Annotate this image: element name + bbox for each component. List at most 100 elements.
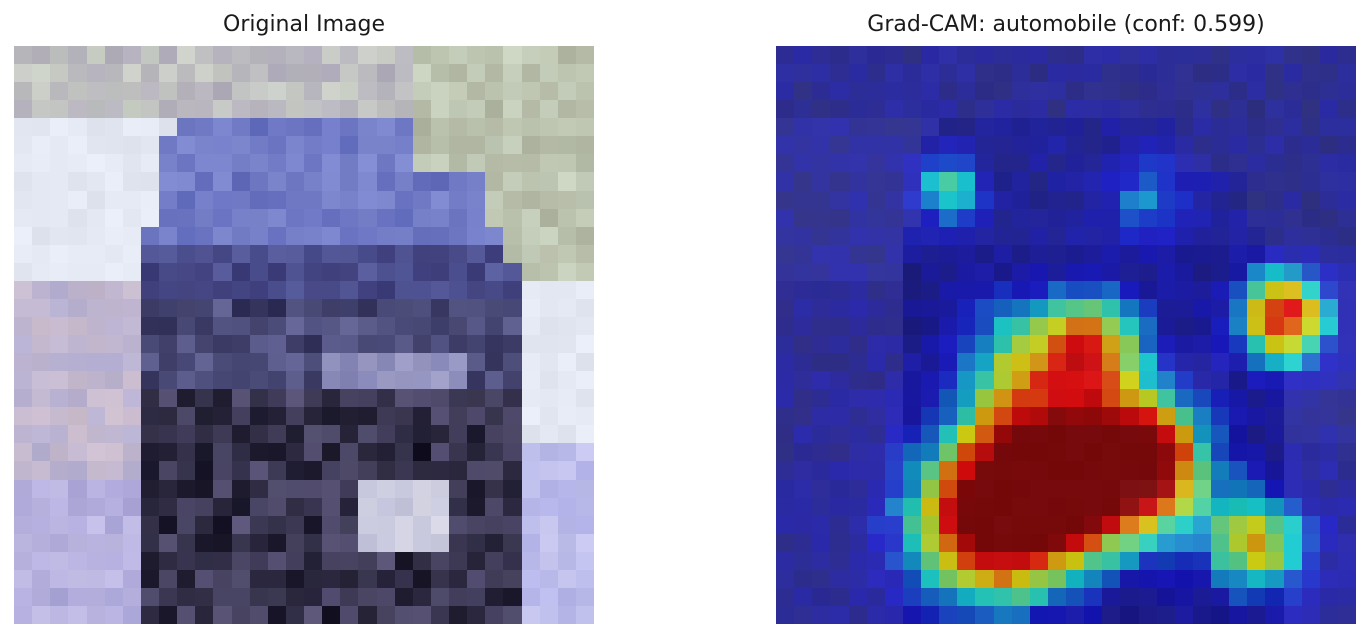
original-pixel [213, 515, 232, 534]
heatmap-pixel [794, 407, 813, 426]
heatmap-pixel [993, 533, 1012, 552]
heatmap-pixel [1301, 371, 1320, 390]
heatmap-pixel [1029, 515, 1048, 534]
heatmap-pixel [830, 280, 849, 299]
original-pixel [304, 497, 323, 516]
original-pixel [394, 425, 413, 444]
heatmap-pixel [1011, 533, 1030, 552]
original-pixel [503, 335, 522, 354]
original-pixel [285, 154, 304, 173]
heatmap-pixel [1301, 64, 1320, 83]
original-pixel [467, 443, 486, 462]
original-pixel [68, 190, 87, 209]
heatmap-pixel [1283, 371, 1302, 390]
heatmap-pixel [830, 118, 849, 137]
heatmap-pixel [830, 587, 849, 606]
original-pixel [503, 118, 522, 137]
heatmap-pixel [1211, 425, 1230, 444]
heatmap-pixel [902, 262, 921, 281]
heatmap-pixel [1102, 587, 1121, 606]
original-pixel [177, 100, 196, 119]
heatmap-pixel [1011, 298, 1030, 317]
heatmap-pixel [902, 605, 921, 624]
original-pixel [86, 533, 105, 552]
original-pixel [557, 316, 576, 335]
heatmap-pixel [1066, 533, 1085, 552]
original-pixel [86, 226, 105, 245]
original-pixel [430, 172, 449, 191]
original-pixel [231, 100, 250, 119]
original-pixel [159, 569, 178, 588]
heatmap-pixel [866, 154, 885, 173]
original-pixel [521, 425, 540, 444]
heatmap-pixel [1120, 497, 1139, 516]
heatmap-pixel [1301, 244, 1320, 263]
original-pixel [539, 407, 558, 426]
original-pixel [467, 335, 486, 354]
heatmap-pixel [1301, 280, 1320, 299]
original-pixel [104, 154, 123, 173]
original-pixel [358, 587, 377, 606]
original-pixel [195, 208, 214, 227]
original-pixel [195, 100, 214, 119]
original-pixel [195, 118, 214, 137]
original-pixel [412, 46, 431, 65]
original-pixel [68, 497, 87, 516]
original-pixel [358, 569, 377, 588]
original-pixel [86, 353, 105, 372]
heatmap-pixel [1011, 443, 1030, 462]
heatmap-pixel [1319, 226, 1338, 245]
heatmap-pixel [1120, 515, 1139, 534]
original-pixel [195, 587, 214, 606]
original-pixel [285, 353, 304, 372]
heatmap-pixel [1283, 497, 1302, 516]
original-pixel [195, 479, 214, 498]
original-pixel [140, 172, 159, 191]
original-pixel [50, 461, 69, 480]
original-pixel [394, 371, 413, 390]
original-pixel [467, 100, 486, 119]
original-pixel [231, 497, 250, 516]
heatmap-pixel [866, 118, 885, 137]
heatmap-pixel [1120, 316, 1139, 335]
original-pixel [50, 605, 69, 624]
heatmap-pixel [921, 407, 940, 426]
heatmap-pixel [1029, 136, 1048, 155]
heatmap-pixel [1102, 605, 1121, 624]
original-pixel [575, 154, 594, 173]
heatmap-pixel [975, 353, 994, 372]
original-pixel [249, 533, 268, 552]
heatmap-pixel [1192, 262, 1211, 281]
original-pixel [140, 425, 159, 444]
original-pixel [159, 208, 178, 227]
original-pixel [14, 371, 33, 390]
heatmap-pixel [1102, 100, 1121, 119]
original-pixel [231, 226, 250, 245]
heatmap-pixel [1156, 425, 1175, 444]
heatmap-pixel [812, 389, 831, 408]
heatmap-pixel [1011, 64, 1030, 83]
original-pixel [521, 353, 540, 372]
heatmap-pixel [1102, 136, 1121, 155]
original-pixel [575, 443, 594, 462]
original-pixel [322, 425, 341, 444]
original-pixel [467, 64, 486, 83]
original-pixel [285, 407, 304, 426]
original-pixel [503, 425, 522, 444]
original-pixel [412, 136, 431, 155]
original-pixel [213, 443, 232, 462]
heatmap-pixel [830, 82, 849, 101]
original-pixel [539, 316, 558, 335]
heatmap-pixel [884, 389, 903, 408]
heatmap-pixel [1247, 551, 1266, 570]
heatmap-pixel [1301, 172, 1320, 191]
original-pixel [50, 82, 69, 101]
heatmap-pixel [1047, 262, 1066, 281]
heatmap-pixel [902, 479, 921, 498]
original-pixel [575, 533, 594, 552]
original-pixel [376, 443, 395, 462]
heatmap-pixel [1011, 515, 1030, 534]
heatmap-pixel [1174, 298, 1193, 317]
original-pixel [195, 569, 214, 588]
heatmap-pixel [902, 551, 921, 570]
